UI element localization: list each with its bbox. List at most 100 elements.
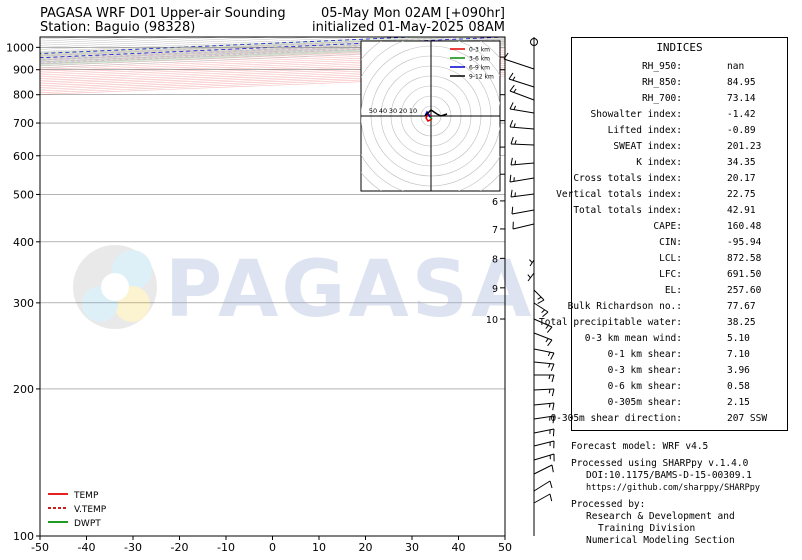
hodograph: 50 40 30 20 10 0-3 km 3-6 km 6-9 km 9-12 km (360, 40, 501, 192)
hodograph-trace (424, 109, 448, 117)
wind-barb (509, 108, 535, 114)
wind-barb-flag (551, 464, 554, 473)
hodograph-legend-label: 6-9 km (469, 65, 490, 72)
wind-barb-flag (552, 402, 555, 411)
doi-label: DOI:10.1175/BAMS-D-15-00309.1 (586, 470, 752, 481)
index-row: Total totals index: 42.91 (572, 205, 787, 221)
index-value: 201.23 (727, 141, 762, 152)
dry-adiabat-line (40, 55, 505, 76)
hodograph-ring-label: 50 (369, 107, 377, 115)
moist-adiabat-line (40, 42, 505, 64)
wind-barb-flag (511, 206, 514, 215)
temp-tick-label: 30 (405, 541, 419, 554)
wind-barb (533, 402, 555, 406)
url-link[interactable]: https://github.com/sharppy/SHARPpy (586, 483, 760, 493)
temp-tick-label: -20 (171, 541, 189, 554)
index-label: EL: (664, 285, 682, 296)
index-label: 0-3 km mean wind: (584, 333, 682, 344)
index-row: 0-1 km shear: 7.10 (572, 349, 787, 365)
wind-barb-flag (551, 374, 555, 383)
index-value: -1.42 (727, 109, 756, 120)
wind-barb-flag (509, 84, 515, 92)
wind-barb-flag (510, 157, 513, 166)
index-value: 34.35 (727, 157, 756, 168)
wind-barb-flag (545, 338, 549, 343)
wind-barb (503, 58, 535, 70)
init-time-label: initialized 01-May-2025 08AM (311, 20, 505, 35)
index-label: LFC: (659, 269, 682, 280)
index-value: 38.25 (727, 317, 756, 328)
org-line-2: Training Division (598, 523, 696, 534)
index-row: RH_950: nan (572, 61, 787, 77)
mixing-ratio-line (40, 42, 505, 64)
pressure-tick-label: 1000 (6, 41, 34, 54)
index-value: 257.60 (727, 285, 762, 296)
wind-barb (533, 428, 555, 434)
chart-title: PAGASA WRF D01 Upper-air Sounding (40, 6, 286, 21)
index-label: CIN: (659, 237, 682, 248)
moist-adiabat-line (40, 40, 505, 62)
wind-barb-flag (537, 296, 542, 300)
index-label: 0-1 km shear: (607, 349, 682, 360)
index-label: Vertical totals index: (556, 189, 682, 200)
wind-barb-flag (514, 160, 517, 165)
wind-barb-flag (514, 140, 517, 145)
wind-barb (533, 440, 555, 447)
index-label: Cross totals index: (573, 173, 682, 184)
index-label: Total totals index: (573, 205, 682, 216)
index-value: 872.58 (727, 253, 762, 264)
index-row: RH_700: 73.14 (572, 93, 787, 109)
wind-barb (510, 162, 535, 166)
wind-barb-flag (509, 120, 514, 128)
index-value: 20.17 (727, 173, 756, 184)
index-value: 7.10 (727, 349, 750, 360)
wind-barb-flag (548, 389, 551, 394)
index-value: 77.67 (727, 301, 756, 312)
temp-tick-label: 10 (312, 541, 326, 554)
index-row: Total precipitable water: 38.25 (539, 317, 787, 333)
index-value: 0.58 (727, 381, 750, 392)
indices-title: INDICES (656, 41, 703, 54)
index-row: Lifted index: -0.89 (572, 125, 787, 141)
temp-tick-label: 50 (498, 541, 512, 554)
watermark: PAGASA (73, 245, 531, 335)
pressure-tick-label: 300 (13, 297, 34, 310)
index-row: 0-3 km shear: 3.96 (572, 365, 787, 381)
wind-barb (533, 480, 551, 492)
legend: TEMP V.TEMP DWPT (44, 484, 107, 530)
index-row: CAPE: 160.48 (572, 221, 787, 237)
wind-barb (533, 453, 555, 461)
wind-barb-flag (509, 174, 512, 183)
wind-barb (533, 361, 555, 365)
dry-adiabat-line (40, 63, 505, 83)
wind-barb-flag (550, 363, 555, 371)
index-label: 0-3 km shear: (607, 365, 682, 376)
footer-info: Forecast model: WRF v4.5 Processed using… (571, 441, 801, 547)
wind-barb (510, 193, 535, 198)
wind-barb-flag (546, 326, 553, 333)
index-value: 207 SSW (727, 413, 768, 424)
pressure-tick-label: 700 (13, 117, 34, 130)
index-value: 84.95 (727, 77, 756, 88)
index-row: RH_850: 84.95 (572, 77, 787, 93)
index-row: 0-305m shear: 2.15 (572, 397, 787, 413)
index-row: LFC: 691.50 (572, 269, 787, 285)
index-value: 160.48 (727, 221, 762, 232)
wind-barb-flag (541, 309, 545, 314)
dry-adiabat-line (40, 64, 505, 85)
index-row: SWEAT index: 201.23 (572, 141, 787, 157)
wind-barb (533, 415, 555, 420)
temp-tick-label: 40 (452, 541, 466, 554)
index-row: 0-305m shear direction: 207 SSW (550, 413, 787, 429)
index-value: 22.75 (727, 189, 756, 200)
moist-adiabat-line (40, 41, 505, 63)
hodograph-ring-label: 40 (379, 107, 387, 115)
wind-barb (533, 302, 549, 313)
org-line-3: Numerical Modeling Section (586, 535, 735, 546)
wind-barb-flag (513, 123, 516, 128)
index-value: 73.14 (727, 93, 756, 104)
index-row: 0-6 km shear: 0.58 (572, 381, 787, 397)
index-value: -0.89 (727, 125, 756, 136)
wind-barb-flag (548, 363, 551, 368)
